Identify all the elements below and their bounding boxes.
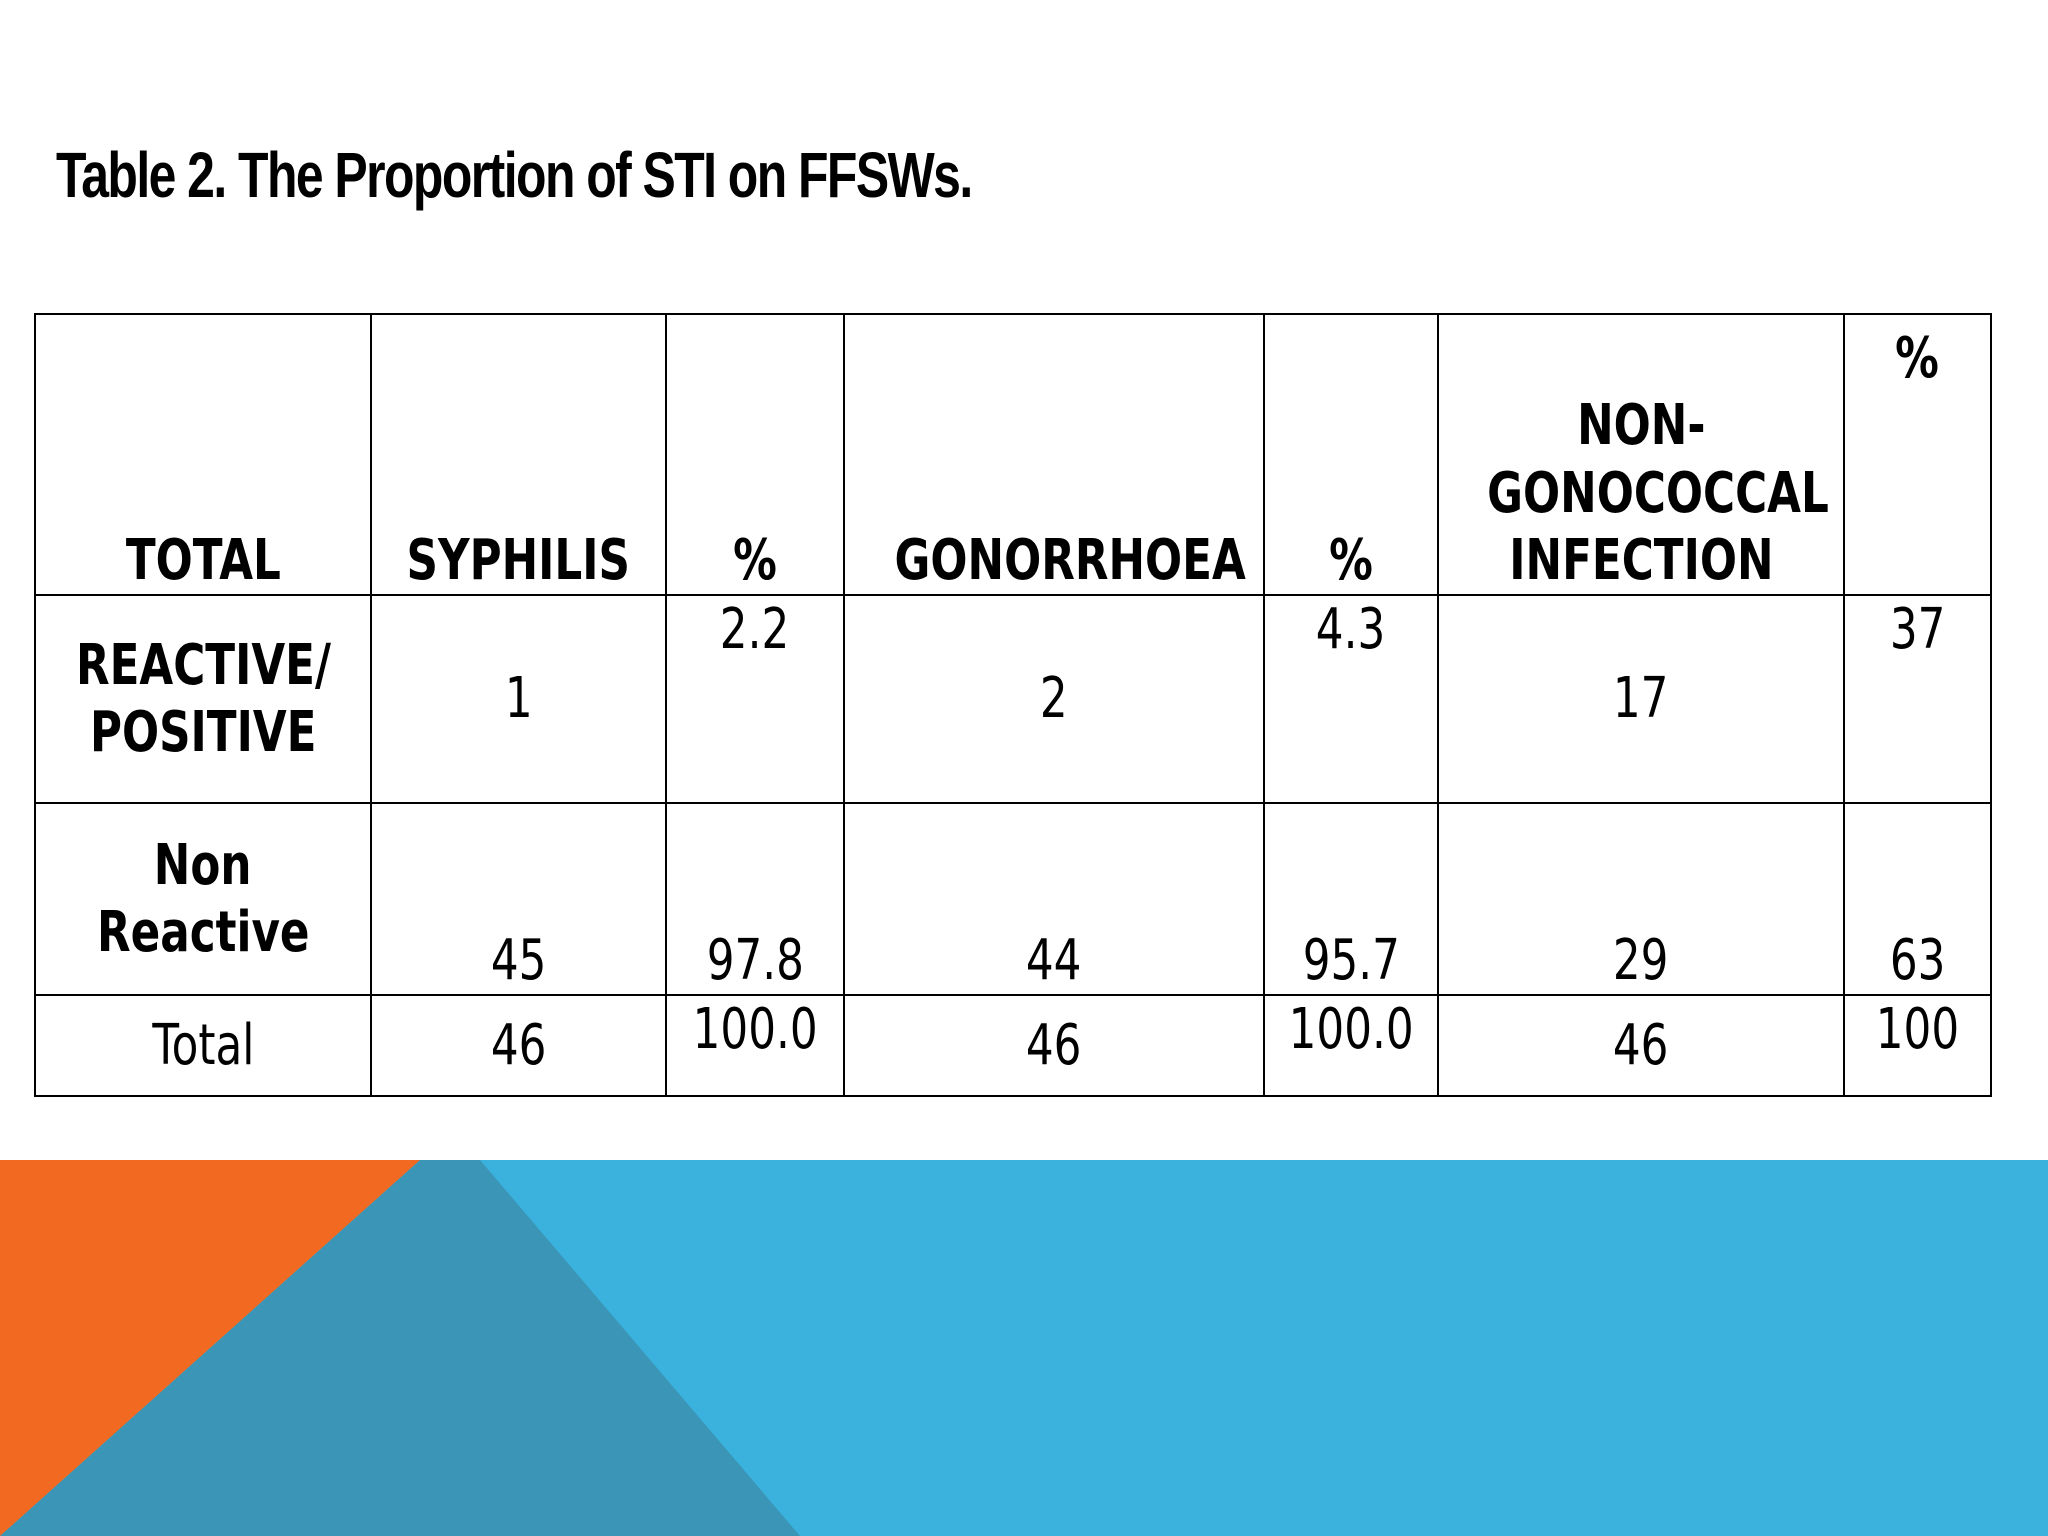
header-cell-ngi-percent: % <box>1843 313 1992 596</box>
table-cell: 4.3 <box>1263 594 1439 804</box>
header-cell-gonorrhoea-percent: % <box>1263 313 1439 596</box>
table-row: Total 46 100.0 46 100.0 46 100 <box>34 994 1992 1097</box>
table-row: REACTIVE/ POSITIVE 1 2.2 2 4.3 17 37 <box>34 594 1992 804</box>
table-cell: 97.8 <box>665 802 845 996</box>
table-cell: 95.7 <box>1263 802 1439 996</box>
row-label-total: Total <box>34 994 372 1097</box>
header-cell-syphilis-percent: % <box>665 313 845 596</box>
table-cell: 17 <box>1437 594 1845 804</box>
sti-proportion-table: TOTAL SYPHILIS % GONORRHOEA % NON- GONOC… <box>34 313 1992 1097</box>
table-cell: 63 <box>1843 802 1992 996</box>
table-cell: 100 <box>1843 994 1992 1097</box>
decorative-color-band <box>0 1160 2048 1536</box>
band-teal-triangle <box>0 1160 800 1536</box>
table-cell: 100.0 <box>665 994 845 1097</box>
table-cell: 46 <box>370 994 667 1097</box>
table-cell: 1 <box>370 594 667 804</box>
slide-title: Table 2. The Proportion of STI on FFSWs. <box>56 139 973 211</box>
table-cell: 46 <box>1437 994 1845 1097</box>
row-label-reactive-positive: REACTIVE/ POSITIVE <box>34 594 372 804</box>
table-cell: 37 <box>1843 594 1992 804</box>
table-cell: 46 <box>843 994 1265 1097</box>
table-cell: 29 <box>1437 802 1845 996</box>
table-cell: 2 <box>843 594 1265 804</box>
header-cell-non-gonococcal-infection: NON- GONOCOCCAL INFECTION <box>1437 313 1845 596</box>
header-cell-total: TOTAL <box>34 313 372 596</box>
table-cell: 2.2 <box>665 594 845 804</box>
band-orange-triangle <box>0 1160 420 1536</box>
table-header-row: TOTAL SYPHILIS % GONORRHOEA % NON- GONOC… <box>34 313 1992 596</box>
table-cell: 44 <box>843 802 1265 996</box>
header-cell-gonorrhoea: GONORRHOEA <box>843 313 1265 596</box>
table-cell: 45 <box>370 802 667 996</box>
table-cell: 100.0 <box>1263 994 1439 1097</box>
row-label-non-reactive: Non Reactive <box>34 802 372 996</box>
header-cell-syphilis: SYPHILIS <box>370 313 667 596</box>
table-row: Non Reactive 45 97.8 44 95.7 29 63 <box>34 802 1992 996</box>
